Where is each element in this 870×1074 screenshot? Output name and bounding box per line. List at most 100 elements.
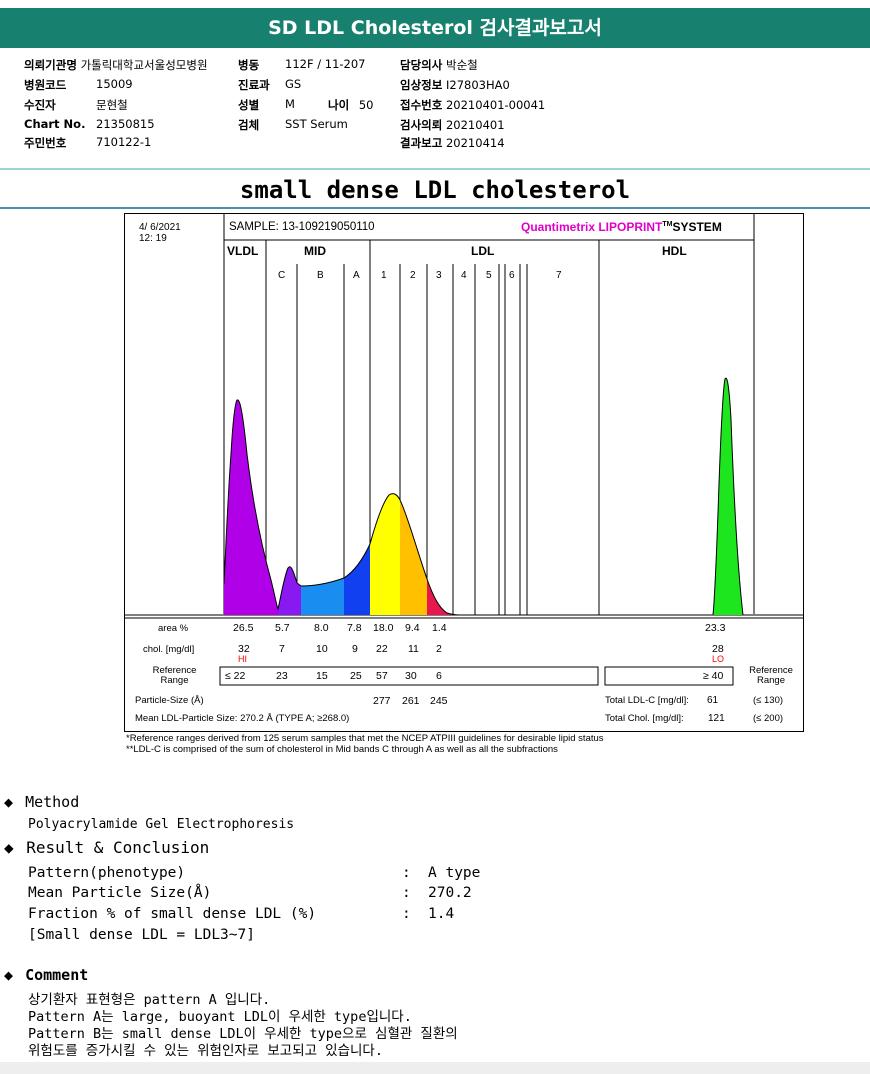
- group-vldl: VLDL: [227, 244, 259, 258]
- result-label: Pattern(phenotype): [28, 865, 186, 881]
- report-time: 12: 19: [139, 233, 167, 244]
- info-value: 710122-1: [96, 135, 152, 149]
- ref-value: 30: [405, 670, 417, 682]
- ref-value: ≤ 22: [225, 670, 246, 682]
- area-value: 18.0: [373, 622, 394, 634]
- band-label: 5: [486, 270, 492, 281]
- result-label: Fraction % of small dense LDL (%): [28, 906, 317, 922]
- info-value: 20210401-00041: [445, 98, 546, 112]
- hdl-chol-value: 28: [712, 643, 724, 655]
- comment-line: 상기환자 표현형은 pattern A 입니다.: [28, 992, 271, 1008]
- method-heading-row: ◆ Method: [4, 793, 79, 811]
- info-cell: 15009: [96, 77, 133, 91]
- comment-heading: Comment: [25, 966, 89, 984]
- info-cell: 임상정보 I27803HA0: [400, 77, 510, 93]
- total-chol-label: Total Chol. [mg/dl]:: [605, 713, 684, 724]
- info-row-1: 의뢰기관명 가톨릭대학교서울성모병원: [24, 57, 208, 73]
- info-cell: 담당의사 박순철: [400, 57, 478, 73]
- area-value: 8.0: [314, 622, 329, 634]
- info-cell: 주민번호: [24, 135, 66, 151]
- info-label: 병동: [238, 58, 260, 72]
- reference-range-box: [219, 666, 599, 686]
- mean-particle-size: Mean LDL-Particle Size: 270.2 Å (TYPE A;…: [135, 713, 350, 724]
- info-label: 주민번호: [24, 136, 67, 150]
- info-cell: 병동: [238, 57, 259, 73]
- ldl2-peak: [400, 500, 427, 615]
- comment-heading-row: ◆ Comment: [4, 966, 88, 984]
- band-label: 2: [410, 270, 416, 281]
- ref-value: 6: [436, 670, 442, 682]
- lipoprint-report: 4/ 6/2021 12: 19 SAMPLE: 13-109219050110…: [124, 213, 804, 732]
- info-cell: M: [285, 97, 295, 111]
- result-value: A type: [428, 865, 481, 881]
- result-heading: Result & Conclusion: [26, 838, 210, 857]
- info-cell: 문현철: [96, 97, 128, 113]
- ref-label-right: Reference Range: [749, 665, 793, 686]
- info-cell: GS: [285, 77, 301, 91]
- method-text: Polyacrylamide Gel Electrophoresis: [28, 817, 295, 832]
- hdl-area-value: 23.3: [705, 622, 726, 634]
- ref-value: 25: [350, 670, 362, 682]
- hdl-ref-value: ≥ 40: [703, 670, 724, 682]
- info-cell: 나이 50: [328, 97, 373, 113]
- band-label: 1: [381, 270, 387, 281]
- area-value: 5.7: [275, 622, 290, 634]
- particle-size-value: 261: [402, 695, 420, 707]
- total-ldl-ref: (≤ 130): [753, 695, 784, 706]
- info-label: 검사의뢰: [400, 118, 443, 132]
- info-cell: 접수번호 20210401-00041: [400, 97, 545, 113]
- footnote: *Reference ranges derived from 125 serum…: [126, 733, 604, 744]
- info-cell: 112F / 11-207: [285, 57, 365, 71]
- footnote: **LDL-C is comprised of the sum of chole…: [126, 744, 558, 755]
- section-title: small dense LDL cholesterol: [239, 176, 631, 204]
- info-value: 가톨릭대학교서울성모병원: [80, 58, 208, 72]
- group-hdl: HDL: [662, 244, 687, 258]
- report-title: SD LDL Cholesterol 검사결과보고서: [0, 8, 870, 48]
- comment-line: 위험도를 증가시킬 수 있는 위험인자로 보고되고 있습니다.: [28, 1043, 383, 1059]
- band-label: 7: [556, 270, 562, 281]
- band-label: 4: [461, 270, 467, 281]
- ref-label: Reference Range: [152, 665, 197, 686]
- area-value: 9.4: [405, 622, 420, 634]
- area-value: 26.5: [233, 622, 254, 634]
- ref-value: 57: [376, 670, 388, 682]
- info-label: 진료과: [238, 78, 270, 92]
- band-label: A: [353, 270, 360, 281]
- total-chol-ref: (≤ 200): [753, 713, 784, 724]
- info-cell: 710122-1: [96, 135, 151, 149]
- ref-value: 15: [316, 670, 328, 682]
- info-cell: Chart No.: [24, 117, 85, 131]
- total-chol-value: 121: [708, 713, 725, 724]
- ref-value: 23: [276, 670, 288, 682]
- info-value: SST Serum: [285, 117, 348, 131]
- age-value: 50: [358, 98, 374, 112]
- chol-label: chol. [mg/dl]: [143, 644, 195, 655]
- info-cell: 병원코드: [24, 77, 66, 93]
- chol-value: 9: [352, 643, 358, 655]
- area-value: 7.8: [347, 622, 362, 634]
- info-cell: 진료과: [238, 77, 270, 93]
- info-value: M: [285, 97, 295, 111]
- info-label: Chart No.: [24, 117, 86, 131]
- lipoprint-chart: [125, 214, 803, 686]
- diamond-bullet-icon: ◆: [4, 793, 14, 811]
- area-value: 1.4: [432, 622, 447, 634]
- diamond-bullet-icon: ◆: [4, 966, 14, 984]
- brand-text: Quantimetrix LIPOPRINT: [521, 220, 663, 234]
- result-value: 270.2: [428, 885, 472, 901]
- info-cell: 검사의뢰 20210401: [400, 117, 505, 133]
- profile-outline: [223, 377, 744, 616]
- info-value: 20210414: [445, 136, 505, 150]
- info-label: 검체: [238, 118, 260, 132]
- area-label: area %: [158, 623, 189, 634]
- info-label: 성별: [238, 98, 260, 112]
- hdl-peak: [713, 378, 743, 615]
- info-cell: 21350815: [96, 117, 155, 131]
- group-ldl: LDL: [471, 244, 495, 258]
- comment-line: Pattern B는 small dense LDL이 우세한 type으로 심…: [28, 1026, 458, 1042]
- age-label: 나이: [328, 98, 350, 112]
- info-cell: SST Serum: [285, 117, 348, 131]
- info-value: 112F / 11-207: [285, 57, 366, 71]
- chol-value: 7: [279, 643, 285, 655]
- flag-lo: LO: [712, 654, 725, 664]
